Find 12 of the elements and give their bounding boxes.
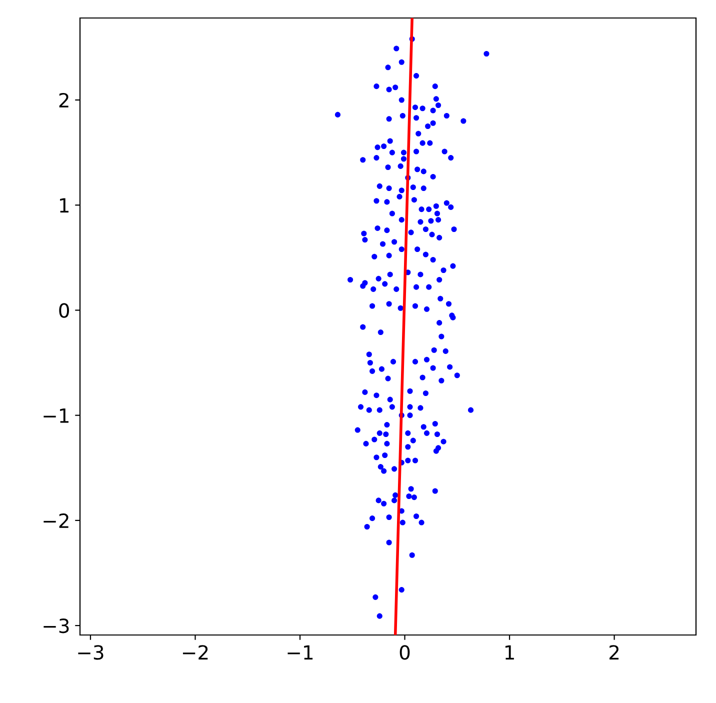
x-tick-label: 0 — [400, 645, 410, 660]
x-tick-label: −1 — [288, 645, 313, 660]
y-tick-label: −3 — [44, 618, 69, 634]
x-tick-label: 1 — [505, 645, 514, 660]
y-tick-label: 2 — [59, 92, 68, 108]
y-tick-label: 0 — [59, 303, 69, 318]
x-tick-label: −3 — [78, 645, 104, 660]
y-tick-label: 1 — [60, 198, 68, 212]
y-tick-label: −2 — [44, 513, 68, 528]
x-tick-label: 2 — [610, 645, 619, 660]
y-tick-label: −1 — [44, 408, 68, 423]
x-tick-label: −2 — [182, 645, 208, 660]
